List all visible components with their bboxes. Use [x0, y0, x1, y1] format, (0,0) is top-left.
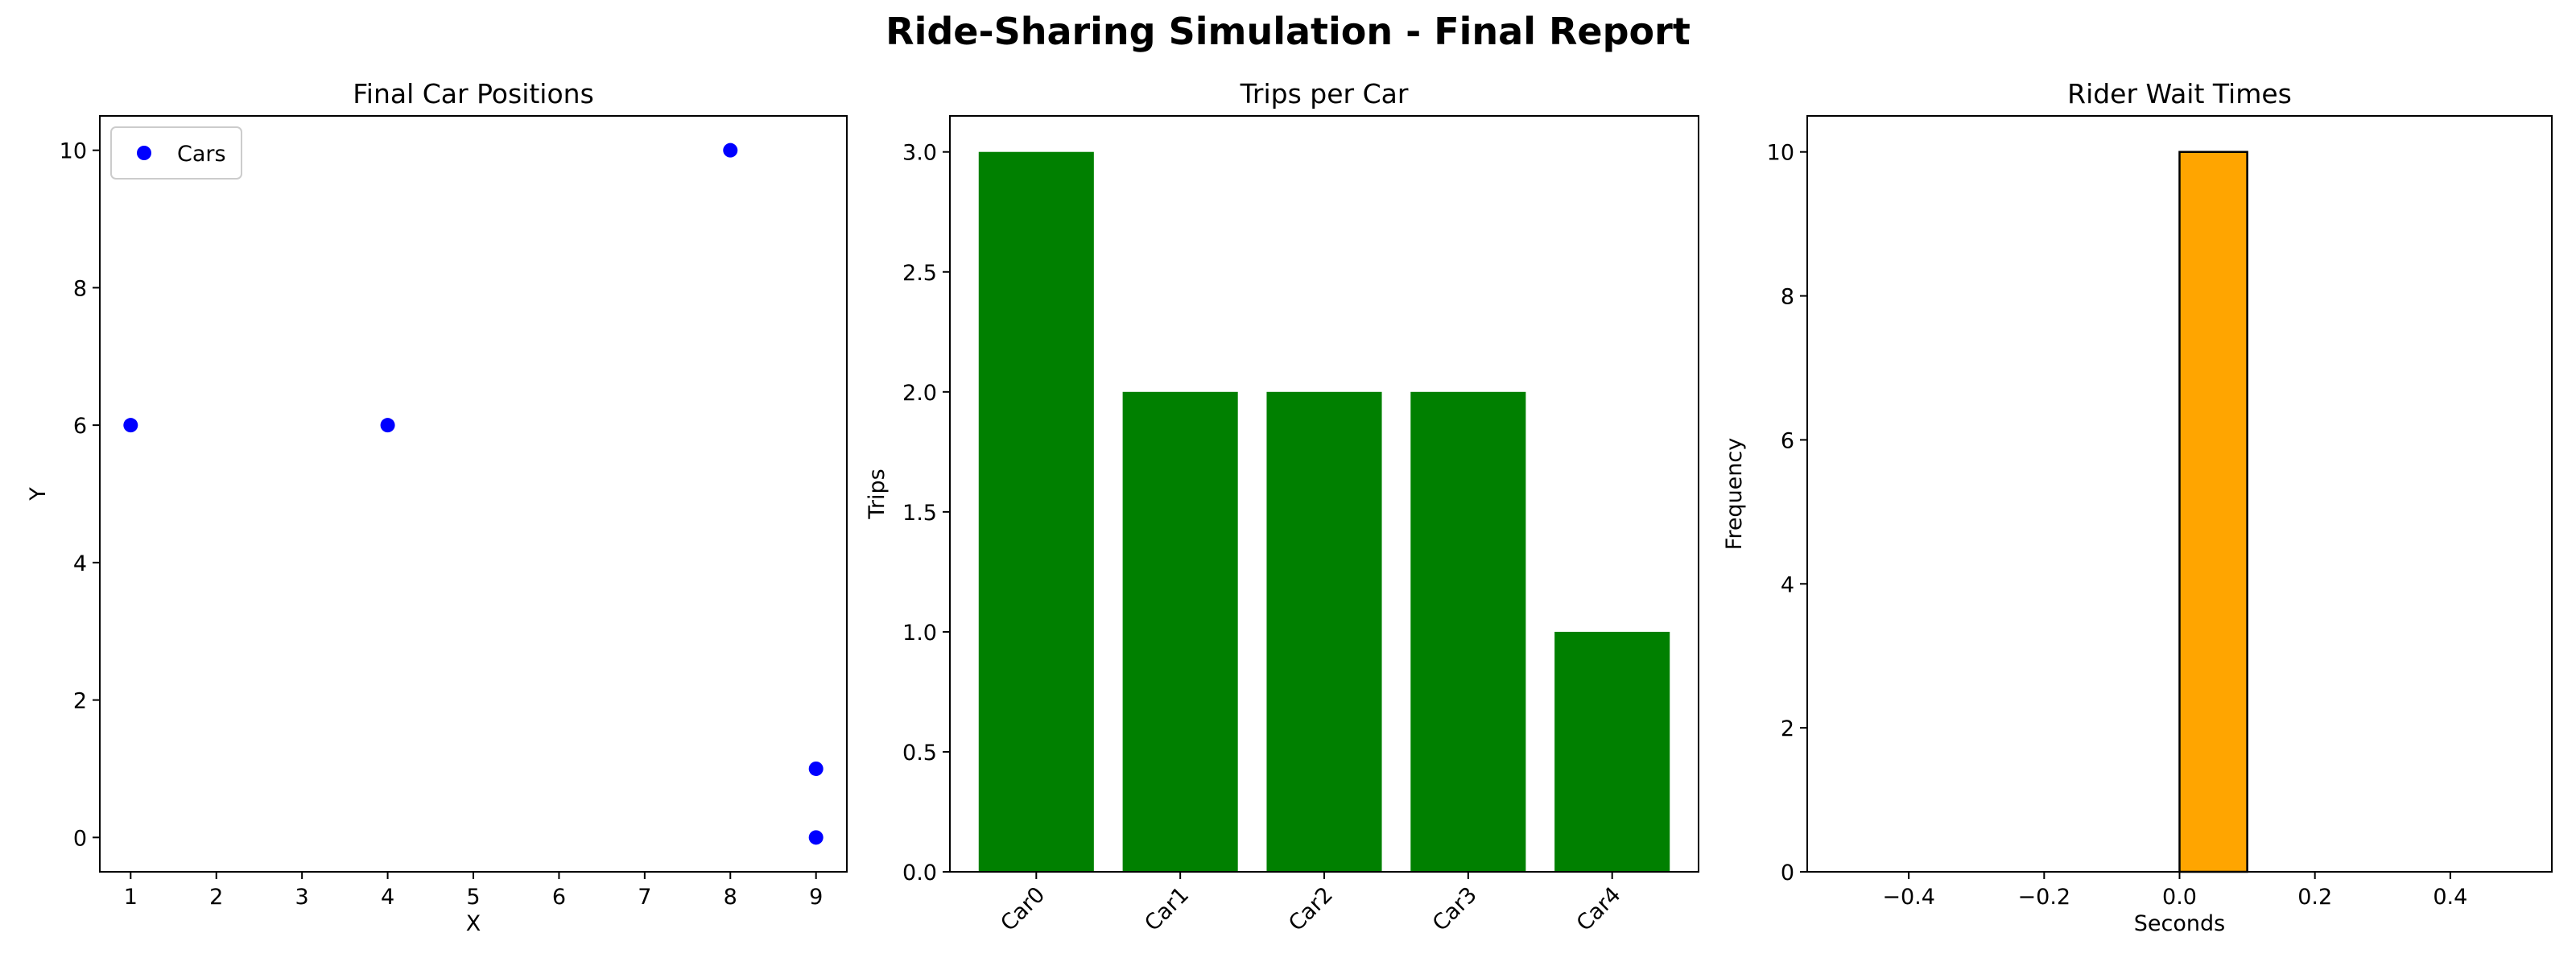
chart2-ytick-label-0: 0.0: [902, 861, 937, 886]
chart1-point-4: [808, 830, 824, 845]
chart2-ylabel: Trips: [865, 469, 890, 519]
chart3-ytick-label-3: 6: [1781, 428, 1794, 453]
chart1-xtick-label-7: 8: [724, 885, 737, 910]
chart3-xtick-label-1: −0.2: [2018, 885, 2071, 910]
chart2-bar-car3: [1410, 391, 1526, 872]
chart1-xtick-label-4: 5: [466, 885, 480, 910]
chart1-ytick-label-1: 2: [73, 689, 87, 714]
chart3-ytick-label-5: 10: [1767, 141, 1794, 166]
chart1-ylabel: Y: [26, 487, 51, 502]
chart1-ytick-label-5: 10: [60, 139, 87, 164]
chart1-ytick-label-2: 4: [73, 551, 87, 576]
chart2-ytick-label-3: 1.5: [902, 501, 937, 526]
chart1-point-2: [723, 142, 738, 158]
chart3-bin-0: [2178, 151, 2248, 873]
chart2-ytick-label-1: 0.5: [902, 741, 937, 766]
chart1-title: Final Car Positions: [353, 78, 594, 109]
chart2-xtick-label-4: Car4: [1572, 882, 1626, 936]
chart1-legend: [110, 126, 242, 180]
chart1-xtick-label-5: 6: [552, 885, 566, 910]
chart2-bar-car1: [1122, 391, 1238, 872]
chart1-xtick-label-3: 4: [381, 885, 394, 910]
chart2-bar-car0: [978, 151, 1094, 872]
chart1-xlabel: X: [466, 911, 481, 936]
chart1-ytick-label-4: 8: [73, 276, 87, 301]
chart3-title: Rider Wait Times: [2067, 78, 2292, 109]
chart1-xtick-label-8: 9: [809, 885, 823, 910]
chart1-point-1: [380, 418, 395, 433]
chart2-xtick-label-3: Car3: [1428, 882, 1482, 936]
chart2-ytick-label-2: 1.0: [902, 621, 937, 646]
chart3-xtick-label-4: 0.4: [2433, 885, 2467, 910]
chart1-point-0: [123, 418, 138, 433]
chart3-xtick-label-3: 0.2: [2297, 885, 2332, 910]
chart1-xtick-label-6: 7: [638, 885, 651, 910]
chart2-xtick-label-2: Car2: [1284, 882, 1338, 936]
chart3-ytick-label-4: 8: [1781, 285, 1794, 310]
chart1-xtick-label-1: 2: [209, 885, 223, 910]
chart2-title: Trips per Car: [1240, 78, 1409, 109]
chart2-xtick-label-1: Car1: [1140, 882, 1194, 936]
chart3-xtick-label-2: 0.0: [2162, 885, 2197, 910]
figure-title: Ride-Sharing Simulation - Final Report: [886, 10, 1690, 53]
chart3-xlabel: Seconds: [2134, 911, 2225, 936]
chart1-xtick-label-0: 1: [124, 885, 138, 910]
chart1-ytick-label-0: 0: [73, 826, 87, 851]
chart1-legend-label-0: Cars: [177, 142, 226, 167]
chart1-xtick-label-2: 3: [295, 885, 309, 910]
chart1-frame: [99, 115, 848, 873]
chart3-ylabel: Frequency: [1722, 438, 1747, 551]
chart2-xtick-label-0: Car0: [996, 882, 1050, 936]
chart2-bar-car2: [1266, 391, 1382, 872]
chart1-ytick-label-3: 6: [73, 414, 87, 439]
chart3-ytick-label-1: 2: [1781, 716, 1794, 741]
chart3-ytick-label-2: 4: [1781, 572, 1794, 597]
chart2-bar-car4: [1554, 631, 1670, 872]
chart3-xtick-label-0: −0.4: [1882, 885, 1935, 910]
chart1-point-3: [808, 761, 824, 776]
chart3-ytick-label-0: 0: [1781, 861, 1794, 886]
chart2-ytick-label-5: 2.5: [902, 261, 937, 286]
chart1-legend-marker-0: [137, 146, 151, 160]
chart2-ytick-label-6: 3.0: [902, 141, 937, 166]
chart2-ytick-label-4: 2.0: [902, 381, 937, 406]
